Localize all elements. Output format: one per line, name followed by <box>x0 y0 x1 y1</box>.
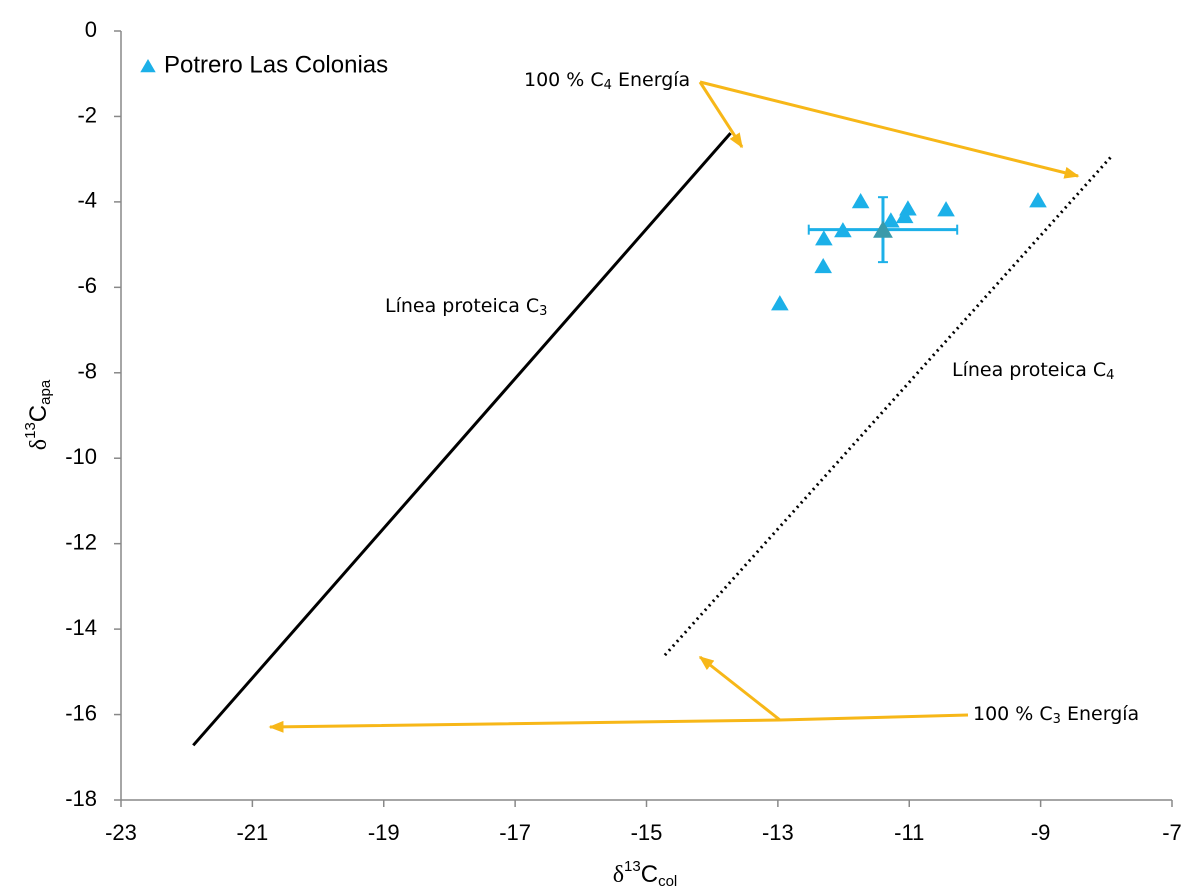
x-axis-label: δ13Ccol <box>613 858 678 889</box>
annotation: 100 % C4 Energía <box>524 69 690 93</box>
arrows <box>268 80 1080 733</box>
y-tick-label: 0 <box>85 17 97 42</box>
point <box>814 257 832 274</box>
arrow <box>698 655 781 722</box>
y-tick-label: -8 <box>77 359 97 384</box>
x-tick-label: -7 <box>1162 820 1182 845</box>
y-tick-label: -4 <box>77 188 97 213</box>
point <box>851 193 870 209</box>
legend-label: Potrero Las Colonias <box>164 51 388 78</box>
x-tick-label: -17 <box>499 820 531 845</box>
point <box>895 207 914 224</box>
x-tick-label: -9 <box>1031 820 1051 845</box>
x-tick-label: -15 <box>631 820 663 845</box>
reference-line <box>192 132 732 747</box>
x-tick-label: -13 <box>762 820 794 845</box>
x-tick-label: -11 <box>894 820 924 845</box>
annotation: Línea proteica C3 <box>385 295 547 319</box>
arrow <box>268 713 969 733</box>
annotation: Línea proteica C4 <box>952 359 1114 383</box>
x-tick-label: -23 <box>105 820 137 845</box>
y-tick-label: -2 <box>77 102 97 127</box>
point <box>1029 192 1047 208</box>
point <box>771 295 789 311</box>
arrow <box>699 80 1080 179</box>
annotation: 100 % C3 Energía <box>973 703 1139 727</box>
point <box>882 212 900 228</box>
mean-point <box>873 220 893 238</box>
y-tick-label: -18 <box>65 786 97 811</box>
x-tick-label: -21 <box>236 820 268 845</box>
y-tick-label: -16 <box>65 700 97 725</box>
legend-marker <box>140 59 156 73</box>
x-tick-label: -19 <box>368 820 400 845</box>
point <box>937 201 955 217</box>
y-tick-label: -6 <box>77 273 97 298</box>
point <box>899 200 917 216</box>
y-tick-label: -10 <box>65 444 97 469</box>
reference-line <box>663 155 1113 657</box>
y-tick-label: -14 <box>65 615 97 640</box>
point <box>815 230 833 246</box>
y-axis-label: δ13Capa <box>22 379 54 450</box>
arrow <box>698 81 744 149</box>
y-tick-label: -12 <box>65 529 97 554</box>
